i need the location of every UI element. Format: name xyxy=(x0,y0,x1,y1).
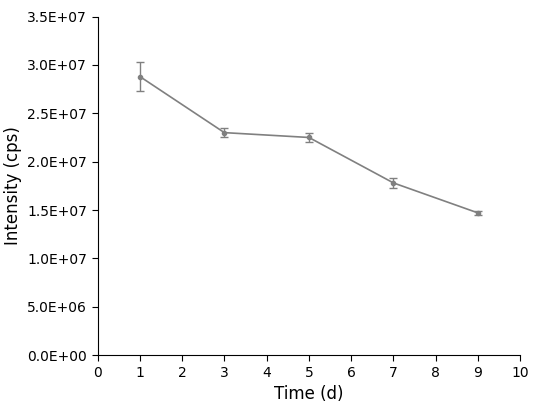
X-axis label: Time (d): Time (d) xyxy=(274,385,344,403)
Y-axis label: Intensity (cps): Intensity (cps) xyxy=(4,126,22,245)
